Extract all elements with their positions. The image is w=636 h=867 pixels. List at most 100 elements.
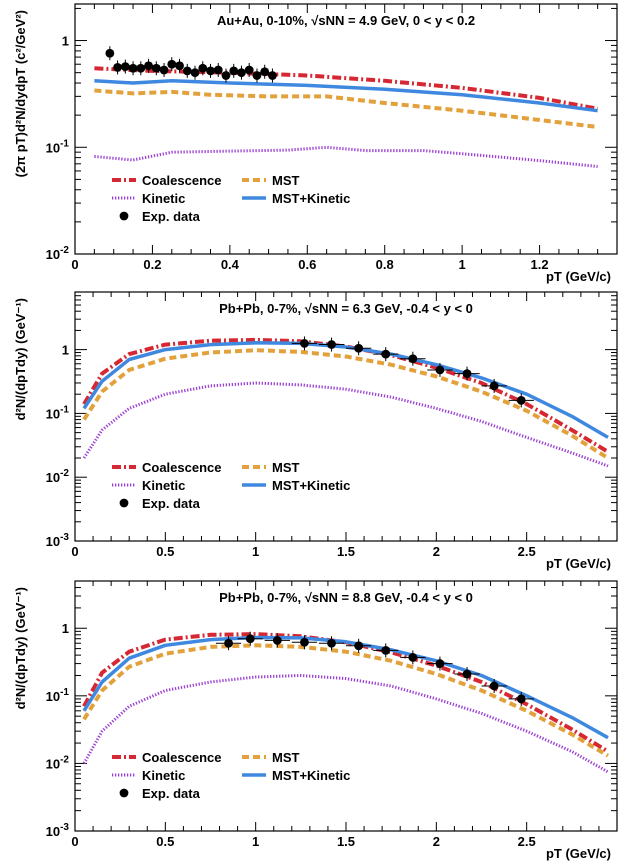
legend-label: MST+Kinetic — [272, 768, 350, 783]
panel-title: Pb+Pb, 0-7%, √sNN = 8.8 GeV, -0.4 < y < … — [219, 590, 473, 605]
data-point — [516, 395, 526, 405]
legend-label: Kinetic — [142, 478, 185, 493]
y-axis-title: (2π pT)d²N/dydpT (c²/GeV²) — [13, 10, 28, 177]
y-tick-label: 10-1 — [46, 404, 70, 421]
x-tick-label: 2.5 — [518, 834, 536, 849]
legend-label: MST — [272, 173, 300, 188]
data-point — [435, 659, 445, 668]
data-point — [198, 63, 208, 73]
legend-marker — [119, 788, 129, 798]
panel-title: Pb+Pb, 0-7%, √sNN = 6.3 GeV, -0.4 < y < … — [219, 301, 473, 316]
legend-label: Exp. data — [142, 496, 201, 511]
series-line-mst — [82, 348, 610, 460]
x-axis-title: pT (GeV/c) — [546, 556, 611, 571]
data-point — [381, 349, 391, 359]
y-tick-label: 10-2 — [46, 754, 70, 771]
data-point — [300, 339, 309, 348]
series-line-mst-kinetic — [94, 79, 598, 113]
legend-label: Exp. data — [142, 786, 201, 801]
data-point — [105, 48, 115, 58]
data-point — [229, 66, 239, 76]
x-tick-label: 0 — [71, 257, 78, 272]
series-line-coalescence — [82, 337, 610, 454]
chart-panel-1: 0 0.2 0.4 0.6 0.8 1 1.2 10-2 10-1 1 pT (GeV/c) (2π … — [13, 3, 618, 284]
x-tick-label: 0 — [71, 544, 78, 559]
y-tick-label: 10-1 — [46, 687, 70, 704]
data-point — [244, 65, 254, 75]
data-point — [159, 65, 169, 75]
series-line-mst-kinetic — [82, 635, 609, 740]
x-tick-label: 0.8 — [376, 257, 394, 272]
data-point — [489, 681, 499, 691]
data-point — [462, 669, 472, 679]
data-point — [224, 638, 233, 648]
legend-label: MST+Kinetic — [272, 191, 350, 206]
legend-label: Coalescence — [142, 750, 222, 765]
x-tick-label: 1.2 — [531, 257, 549, 272]
series-line-mst-kinetic — [82, 341, 609, 439]
series-layer — [94, 46, 598, 168]
data-point — [151, 63, 161, 73]
x-tick-label: 0.5 — [156, 544, 174, 559]
legend-marker — [119, 211, 129, 221]
data-point — [354, 343, 364, 353]
chart-panel-2: 0 0.5 1 1.5 2 2.5 10-3 10-2 10-1 1 pT (GeV/c) d²N/(… — [13, 291, 618, 571]
x-tick-label: 2 — [433, 834, 440, 849]
x-axis-title: pT (GeV/c) — [546, 269, 611, 284]
data-point — [245, 634, 255, 644]
y-tick-label: 10-2 — [46, 468, 70, 485]
chart-panel-3: 0 0.5 1 1.5 2 2.5 10-3 10-2 10-1 1 pT (GeV/c) d²N/(… — [13, 580, 618, 861]
x-tick-label: 1 — [459, 257, 466, 272]
data-point — [237, 68, 246, 78]
data-point — [120, 62, 130, 72]
data-point — [167, 59, 177, 69]
data-point — [221, 71, 231, 80]
x-tick-label: 0.4 — [221, 257, 240, 272]
y-tick-label: 10-3 — [46, 532, 70, 549]
data-point — [260, 67, 270, 77]
legend: Coalescence MST Kinetic MST+Kinetic Exp. dat… — [112, 460, 350, 511]
data-point — [272, 636, 282, 645]
data-point — [128, 63, 138, 73]
x-tick-label: 0.5 — [156, 834, 174, 849]
panel-title: Au+Au, 0-10%, √sNN = 4.9 GeV, 0 < y < 0.… — [217, 13, 475, 28]
series-layer — [82, 631, 610, 774]
y-tick-label: 1 — [62, 343, 69, 358]
y-tick-label: 10-3 — [46, 822, 70, 839]
x-tick-label: 0.2 — [143, 257, 161, 272]
data-point — [213, 65, 223, 75]
x-tick-label: 0.6 — [298, 257, 316, 272]
data-point — [327, 638, 336, 648]
legend: Coalescence MST Kinetic MST+Kinetic Exp. dat… — [112, 173, 350, 224]
x-tick-label: 1.5 — [337, 544, 355, 559]
data-point — [327, 340, 336, 349]
series-layer — [82, 336, 610, 468]
data-point — [190, 68, 200, 78]
legend-label: Coalescence — [142, 173, 222, 188]
data-point — [408, 653, 418, 662]
data-point — [516, 694, 526, 704]
y-axis-title: d²N/(dpTdy) (GeV⁻¹) — [13, 587, 28, 709]
legend-label: Kinetic — [142, 768, 185, 783]
data-point — [408, 354, 418, 364]
data-point — [300, 637, 309, 647]
data-point — [136, 63, 146, 73]
x-tick-label: 2 — [433, 544, 440, 559]
data-point — [182, 66, 192, 76]
legend-label: Coalescence — [142, 460, 222, 475]
y-tick-label: 10-2 — [46, 245, 70, 262]
x-tick-label: 0 — [71, 834, 78, 849]
data-point — [489, 381, 499, 391]
y-tick-label: 10-1 — [46, 138, 70, 155]
data-point — [381, 646, 391, 655]
y-tick-label: 1 — [62, 34, 69, 49]
legend-label: Kinetic — [142, 191, 185, 206]
y-axis-title: d²N/(dpTdy) (GeV⁻¹) — [13, 298, 28, 420]
series-line-mst — [94, 88, 598, 129]
legend-label: MST — [272, 460, 300, 475]
data-point — [252, 71, 262, 80]
data-point — [462, 369, 472, 379]
x-tick-label: 1.5 — [337, 834, 355, 849]
series-line-kinetic — [94, 145, 598, 168]
